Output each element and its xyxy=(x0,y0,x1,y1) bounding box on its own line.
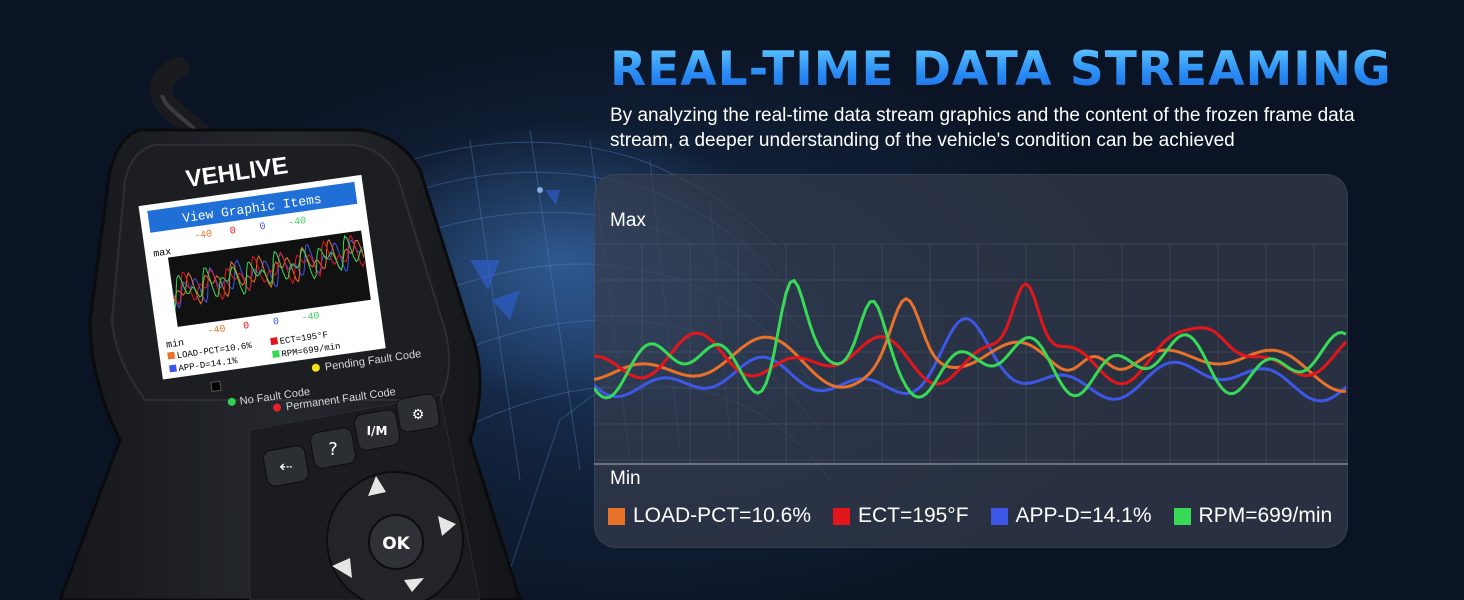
data-stream-wave-3 xyxy=(594,279,1347,400)
up-arrow-button[interactable] xyxy=(368,476,386,496)
exit-button[interactable]: ⇠ xyxy=(262,445,310,488)
screen-bottom-value: -40 xyxy=(301,311,320,324)
mini-wave-3 xyxy=(174,234,363,309)
page-subtitle: By analyzing the real-time data stream g… xyxy=(610,105,1355,151)
up-arrow-icon xyxy=(368,476,386,496)
pending-indicator-icon xyxy=(311,363,320,372)
mini-wave-1 xyxy=(173,239,365,305)
screen-bottom-value: -40 xyxy=(207,324,226,337)
permanent-indicator-icon xyxy=(273,403,282,412)
data-stream-waves xyxy=(594,243,1348,465)
screen-top-value: 0 xyxy=(229,226,236,238)
screen-top-value: -40 xyxy=(288,216,307,229)
screen-bottom-value: 0 xyxy=(272,317,279,329)
right-arrow-button[interactable] xyxy=(438,516,456,536)
legend-label: LOAD-PCT=10.6% xyxy=(633,504,811,527)
legend-label: RPM=699/min xyxy=(1198,504,1333,527)
device-screen: View Graphic Items -40 0 0 -40 max -40 0… xyxy=(138,174,386,380)
left-arrow-icon xyxy=(332,558,352,578)
screen-bottom-value: 0 xyxy=(243,321,250,333)
ok-button[interactable]: OK xyxy=(368,514,424,570)
engine-icon: ⚙ xyxy=(412,407,425,423)
data-stream-wave-2 xyxy=(594,282,1348,386)
mini-wave-2 xyxy=(172,234,365,305)
mini-wave-0 xyxy=(172,239,363,309)
legend-swatch xyxy=(833,507,850,525)
legend-label: ECT=195°F xyxy=(858,504,969,527)
left-arrow-button[interactable] xyxy=(332,558,352,578)
down-arrow-icon xyxy=(404,578,424,592)
screen-top-value: -40 xyxy=(194,229,213,242)
legend-item-ect: ECT=195°F xyxy=(833,504,969,528)
exit-icon: ⇠ xyxy=(279,457,292,476)
legend-swatch xyxy=(608,507,625,525)
right-arrow-icon xyxy=(438,516,456,536)
im-button[interactable]: I/M xyxy=(353,409,401,452)
data-stream-wave-0 xyxy=(594,317,1347,403)
screen-top-value: 0 xyxy=(259,222,266,234)
legend-swatch xyxy=(1173,507,1191,525)
chart-min-label: Min xyxy=(610,468,641,489)
screen-mini-graph xyxy=(172,234,365,309)
no-fault-indicator-icon xyxy=(227,397,236,406)
screen-min-label: min xyxy=(165,337,185,351)
legend-item-rpm: RPM=699/min xyxy=(1173,504,1333,528)
screen-max-label: max xyxy=(153,247,172,260)
obd2-scanner-device: VEHLIVE View Graphic Items -40 0 0 -40 m… xyxy=(58,57,522,600)
legend-item-load: LOAD-PCT=10.6% xyxy=(608,504,811,528)
help-label: ? xyxy=(328,439,338,460)
im-label: I/M xyxy=(367,424,388,438)
down-arrow-button[interactable] xyxy=(404,578,424,592)
legend-swatch xyxy=(990,507,1008,525)
engine-button[interactable]: ⚙ xyxy=(395,393,440,433)
chart-legend: LOAD-PCT=10.6% ECT=195°F APP-D=14.1% RPM… xyxy=(608,504,1348,528)
data-stream-wave-1 xyxy=(594,297,1346,393)
chart-max-label: Max xyxy=(610,210,646,231)
page-headline: REAL-TIME DATA STREAMING xyxy=(610,40,1392,100)
legend-label: APP-D=14.1% xyxy=(1015,504,1152,527)
help-button[interactable]: ? xyxy=(309,427,357,470)
data-stream-chart-panel: Max Min LOAD-PCT=10.6% ECT=195°F APP-D=1… xyxy=(594,174,1348,548)
legend-item-app: APP-D=14.1% xyxy=(990,504,1152,528)
ok-label: OK xyxy=(382,534,410,554)
